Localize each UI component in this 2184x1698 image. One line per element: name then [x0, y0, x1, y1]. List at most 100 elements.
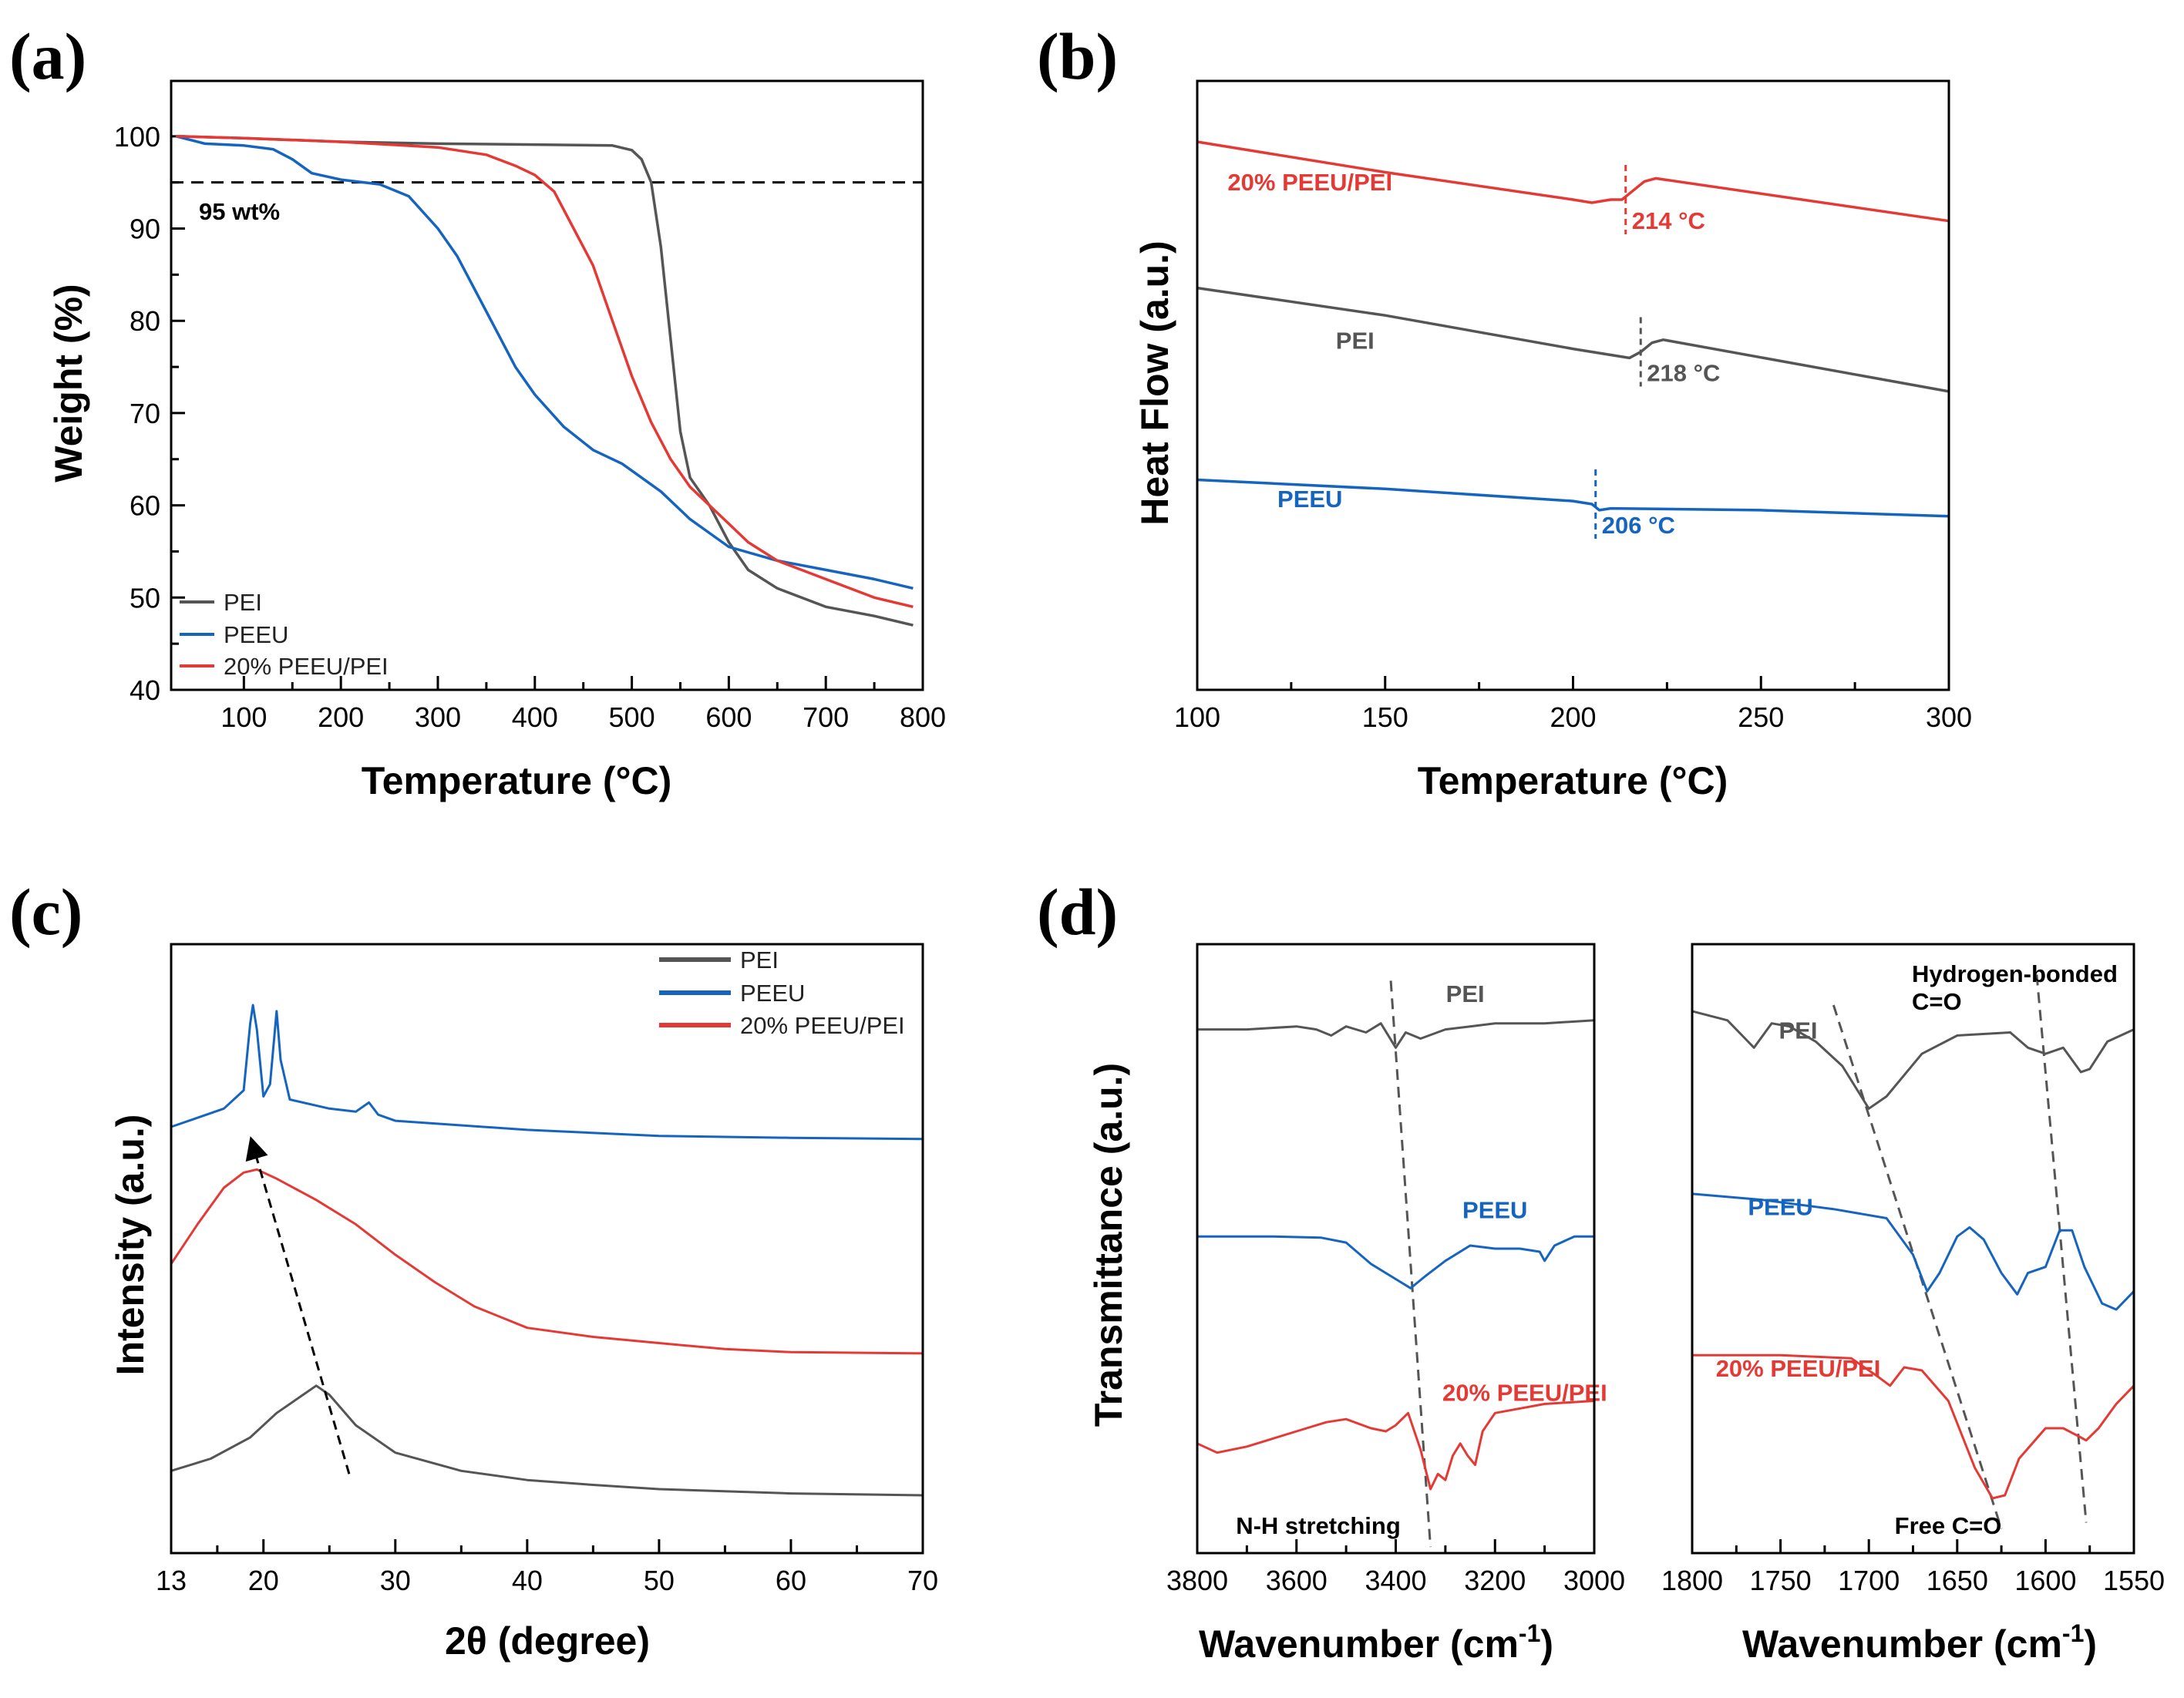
panel-a-y-tick-label: 80	[130, 305, 160, 337]
panel-d-hbond-label-line1: Hydrogen-bonded	[1912, 960, 2118, 987]
panel-b-x-tick-label: 200	[1550, 701, 1596, 733]
legend-c-blend: 20% PEEU/PEI	[740, 1012, 905, 1039]
panel-a-ticks: 100 200 300 400 500 600 700 800 40 50 60 70 80 90 100	[114, 121, 946, 733]
panel-d-left-ftir: 3800 3600 3400 3200 3000 PEI PEEU 20% PEEU/PEI…	[1087, 943, 1625, 1666]
panel-a-y-axis-label: Weight (%)	[47, 284, 90, 482]
panel-d-hbond-label-line2: C=O	[1912, 988, 1962, 1015]
panel-d-left-x-axis-label-end: )	[1540, 1622, 1553, 1666]
panel-a-y-tick-label: 90	[130, 214, 160, 245]
panel-b-label-peeu: PEEU	[1277, 486, 1342, 513]
panel-d-right-x-tick-label: 1700	[1838, 1565, 1900, 1596]
panel-a-x-tick-label: 100	[220, 701, 267, 733]
panel-d-left-ticks: 3800 3600 3400 3200 3000	[1166, 1539, 1625, 1596]
panel-d-right-series-peeu	[1691, 1192, 2135, 1311]
panel-b-label-pei: PEI	[1336, 328, 1375, 355]
panel-c-series-peeu	[170, 1004, 924, 1141]
panel-c-x-tick-label: 50	[644, 1565, 675, 1596]
panel-c-x-tick-label: 40	[512, 1565, 543, 1596]
panel-d-right-series-20-peeu-pei	[1692, 1353, 2135, 1500]
legend-c-peeu: PEEU	[740, 980, 805, 1007]
panel-a-y-tick-label: 40	[130, 674, 160, 706]
panel-d-left-series-20-peeu-pei	[1196, 1400, 1595, 1491]
panel-d-right-label-pei: PEI	[1779, 1017, 1818, 1044]
panel-a-x-tick-label: 400	[512, 701, 558, 733]
panel-a-x-tick-label: 200	[318, 701, 364, 733]
panel-b-x-tick-label: 300	[1926, 701, 1972, 733]
panel-b-y-axis-label: Heat Flow (a.u.)	[1133, 240, 1176, 525]
panel-d-right-x-tick-label: 1800	[1661, 1565, 1723, 1596]
panel-c-x-tick-label: 20	[248, 1565, 279, 1596]
panel-d-right-ftir: 1800 1750 1700 1650 1600 1550 PEI PEEU 20% PEEU…	[1661, 943, 2165, 1666]
legend-a-pei: PEI	[224, 589, 262, 616]
panel-d-left-x-tick-label: 3800	[1166, 1565, 1228, 1596]
panel-a-tga: 100 200 300 400 500 600 700 800 40 50 60 70 80 90100 …	[47, 79, 946, 802]
panel-b-ticks: 100 150 200 250 300	[1174, 676, 1972, 733]
panel-d-left-series-pei	[1197, 1019, 1595, 1049]
panel-b-tg-label-pei: 218 °C	[1647, 360, 1720, 387]
panel-d-right-ticks: 1800 1750 1700 1650 1600 1550	[1661, 1539, 2165, 1596]
panel-d-nh-stretching-label: N-H stretching	[1236, 1512, 1401, 1539]
panel-d-left-x-axis-label-main: Wavenumber (cm	[1199, 1622, 1519, 1666]
panel-b-tg-label-20-peeu-pei: 214 °C	[1632, 207, 1705, 234]
panel-b-series-20-peeu-pei	[1196, 140, 1950, 223]
panel-d-left-x-tick-label: 3600	[1266, 1565, 1328, 1596]
panel-d-right-x-tick-label: 1750	[1750, 1565, 1812, 1596]
panel-d-left-x-tick-label: 3200	[1464, 1565, 1526, 1596]
legend-a-peeu: PEEU	[224, 621, 288, 648]
panel-d-y-axis-label: Transmittance (a.u.)	[1087, 1063, 1130, 1427]
panel-label-a: (a)	[9, 19, 86, 93]
panel-c-x-tick-label: 70	[907, 1565, 938, 1596]
panel-d-right-x-axis-label-main: Wavenumber (cm	[1742, 1622, 2062, 1666]
panel-label-d: (d)	[1037, 875, 1118, 949]
panel-a-x-axis-label: Temperature (°C)	[362, 759, 671, 802]
panel-b-label-20-peeu-pei: 20% PEEU/PEI	[1227, 169, 1392, 196]
panel-d-left-frame	[1196, 943, 1596, 1555]
panel-d-right-x-tick-label: 1600	[2014, 1565, 2076, 1596]
legend-a-blend: 20% PEEU/PEI	[224, 653, 389, 680]
panel-a-frame	[170, 79, 924, 691]
panel-c-series-pei	[170, 1384, 924, 1497]
panel-b-dsc: 100 150 200 250 300 20% PEEU/PEI 214 °C PEI 218…	[1133, 79, 1972, 802]
panel-c-shift-arrow	[245, 1136, 351, 1474]
panel-c-series-20-peeu-pei	[170, 1168, 924, 1355]
panel-d-right-guide-line-2	[2035, 974, 2088, 1523]
panel-d-left-label-20-peeu-pei: 20% PEEU/PEI	[1442, 1380, 1607, 1407]
panel-a-x-tick-label: 500	[609, 701, 655, 733]
panel-d-left-x-axis-label: Wavenumber (cm-1)	[1199, 1619, 1553, 1666]
panel-d-right-frame	[1691, 943, 2135, 1555]
panel-label-b: (b)	[1037, 19, 1118, 93]
panel-c-legend: PEI PEEU 20% PEEU/PEI	[659, 947, 905, 1039]
panel-a-x-tick-label: 800	[900, 701, 946, 733]
panel-d-left-x-tick-label: 3400	[1365, 1565, 1426, 1596]
panel-d-right-series-pei	[1691, 1010, 2135, 1110]
panel-c-y-axis-label: Intensity (a.u.)	[109, 1115, 152, 1376]
panel-d-right-label-peeu: PEEU	[1748, 1194, 1812, 1221]
panel-d-left-x-tick-label: 3000	[1563, 1565, 1625, 1596]
legend-c-pei: PEI	[740, 947, 779, 973]
panel-a-y-tick-label: 50	[130, 582, 160, 614]
panel-a-x-tick-label: 600	[705, 701, 752, 733]
panel-a-series-pei	[176, 135, 914, 627]
panel-d-left-label-peeu: PEEU	[1462, 1197, 1527, 1224]
panel-c-xrd: 13 20 30 40 50 60 70 PEI PEEU 20% PEEU/PEI 2θ …	[109, 943, 938, 1663]
panel-b-x-tick-label: 100	[1174, 701, 1220, 733]
panel-c-frame	[170, 943, 924, 1555]
panel-a-legend: PEI PEEU 20% PEEU/PEI	[180, 589, 389, 680]
panel-b-x-tick-label: 250	[1738, 701, 1784, 733]
panel-a-y-tick-label: 60	[130, 490, 160, 522]
panel-c-x-tick-label: 30	[380, 1565, 411, 1596]
panel-b-frame	[1196, 79, 1950, 691]
panel-a-x-tick-label: 700	[803, 701, 849, 733]
panel-a-y-tick-label: 70	[130, 398, 160, 429]
panel-a-series-peeu	[175, 135, 914, 590]
panel-a-series-20-peeu-pei	[176, 135, 914, 609]
panel-d-right-x-axis-label-sup: -1	[2062, 1619, 2084, 1647]
panel-d-right-x-axis-label: Wavenumber (cm-1)	[1742, 1619, 2097, 1666]
panel-b-x-axis-label: Temperature (°C)	[1418, 759, 1728, 802]
panel-b-tg-label-peeu: 206 °C	[1602, 512, 1675, 539]
panel-d-right-x-tick-label: 1550	[2103, 1565, 2165, 1596]
panel-d-left-nh-guide-line	[1389, 980, 1432, 1548]
panel-d-right-x-tick-label: 1650	[1927, 1565, 1988, 1596]
panel-d-free-co-label: Free C=O	[1895, 1512, 2002, 1539]
